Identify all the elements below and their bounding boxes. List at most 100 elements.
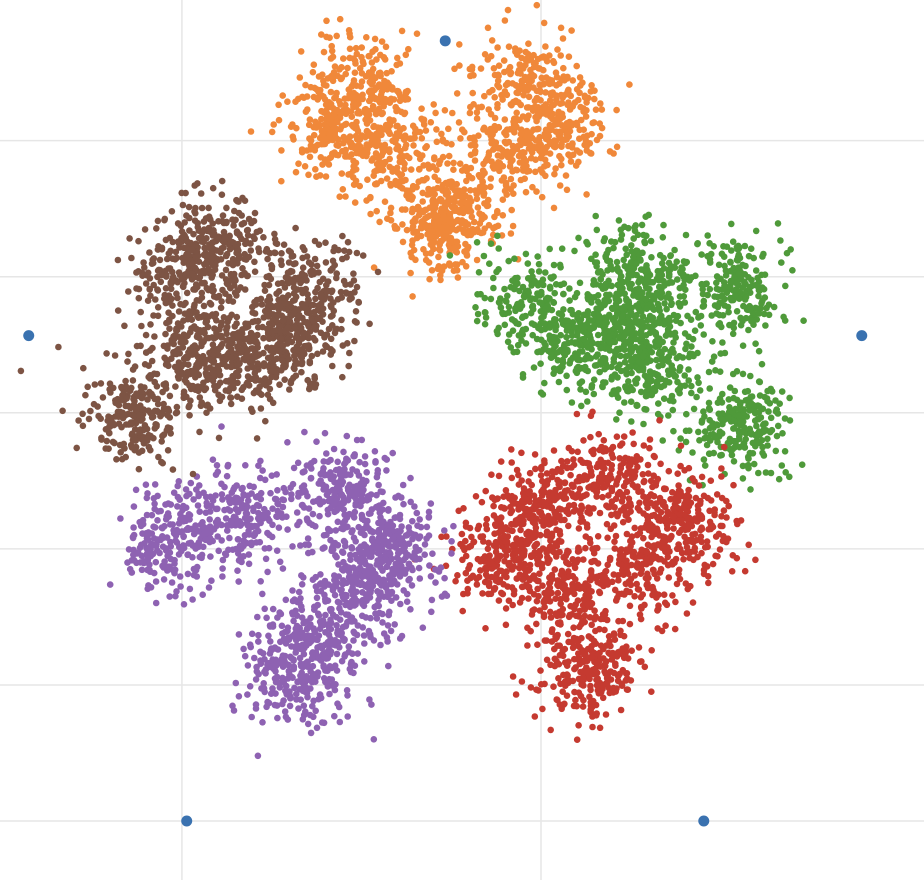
fractal-point (774, 422, 782, 430)
fractal-point (373, 167, 381, 174)
fractal-point (275, 101, 282, 109)
fractal-point (377, 127, 385, 134)
fractal-point (431, 173, 439, 181)
fractal-point (705, 405, 713, 412)
fractal-point (729, 370, 737, 378)
fractal-point (634, 402, 641, 409)
fractal-point (494, 44, 501, 51)
fractal-point (375, 70, 383, 77)
fractal-point (483, 515, 491, 523)
fractal-point (536, 570, 543, 577)
fractal-point (582, 137, 590, 145)
fractal-point (713, 273, 721, 280)
fractal-point (532, 465, 539, 473)
fractal-point (581, 323, 588, 331)
fractal-point (683, 543, 691, 551)
fractal-point (556, 548, 563, 556)
fractal-point (572, 340, 579, 347)
fractal-point (628, 418, 635, 425)
fractal-point (608, 282, 615, 290)
fractal-point (568, 332, 576, 340)
fractal-point (438, 198, 445, 205)
fractal-point (376, 218, 383, 226)
fractal-point (409, 182, 417, 190)
fractal-point (439, 136, 447, 143)
fractal-series-1 (446, 211, 807, 493)
fractal-point (640, 442, 648, 449)
fractal-point (716, 368, 724, 376)
fractal-point (655, 342, 663, 349)
fractal-point (475, 132, 482, 139)
fractal-point (386, 116, 393, 123)
fractal-point (502, 605, 510, 612)
fractal-point (533, 94, 541, 102)
fractal-point (578, 378, 586, 385)
fractal-point (485, 539, 492, 547)
fractal-point (671, 373, 679, 380)
fractal-point (320, 81, 328, 88)
fractal-point (437, 276, 444, 284)
fractal-point (550, 683, 557, 690)
fractal-point (473, 109, 481, 116)
fractal-point (430, 101, 438, 108)
fractal-point (673, 545, 681, 553)
fractal-point (629, 386, 636, 394)
fractal-point (573, 702, 580, 710)
fractal-point (425, 185, 432, 193)
fractal-point (186, 585, 194, 593)
fractal-point (554, 642, 561, 649)
fractal-point (766, 428, 774, 436)
fractal-point (661, 485, 668, 493)
fractal-point (446, 252, 454, 259)
fractal-point (667, 495, 674, 503)
fractal-point (778, 388, 786, 395)
fractal-point (571, 590, 578, 598)
fractal-point (643, 285, 651, 292)
fractal-point (623, 488, 631, 496)
fractal-point (522, 48, 529, 56)
fractal-point (387, 209, 394, 217)
fractal-point (597, 344, 604, 352)
fractal-point (669, 406, 677, 414)
fractal-point (421, 551, 429, 558)
fractal-point (547, 614, 555, 621)
fractal-point (600, 330, 608, 338)
fractal-point (494, 495, 501, 502)
fractal-point (572, 576, 579, 583)
fractal-point (444, 200, 452, 208)
fractal-point (308, 465, 315, 472)
fractal-point (375, 155, 383, 162)
fractal-point (477, 558, 484, 565)
fractal-point (445, 152, 453, 160)
fractal-point (531, 543, 538, 550)
fractal-point (347, 140, 354, 147)
fractal-point (495, 83, 503, 91)
fractal-point (449, 225, 456, 233)
fractal-point (665, 269, 673, 277)
fractal-point (577, 456, 584, 464)
fractal-point (455, 119, 463, 126)
fractal-point (618, 554, 626, 562)
fractal-point (573, 354, 580, 362)
fractal-point (521, 293, 528, 301)
fractal-point (490, 274, 497, 282)
fractal-point (453, 90, 461, 97)
fractal-point (569, 77, 577, 84)
fractal-point (410, 142, 417, 149)
fractal-point (468, 213, 476, 221)
fractal-point (511, 317, 519, 325)
fractal-point (615, 386, 622, 393)
fractal-point (565, 522, 572, 530)
fractal-point (613, 143, 621, 151)
fractal-point (494, 152, 502, 159)
fractal-point (510, 587, 518, 594)
fractal-point (520, 91, 527, 99)
fractal-point (428, 608, 435, 616)
fractal-point (322, 173, 330, 180)
fractal-point (535, 260, 543, 268)
fractal-point (673, 354, 681, 362)
fractal-point (643, 556, 650, 563)
fractal-point (682, 427, 690, 435)
fractal-point (764, 435, 771, 443)
